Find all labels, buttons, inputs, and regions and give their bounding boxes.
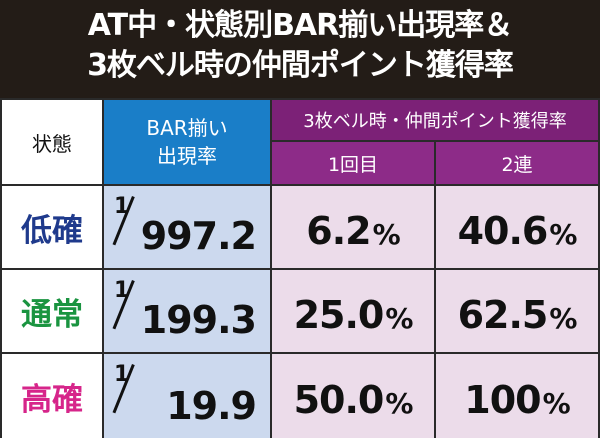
page-title: AT中・状態別BAR揃い出現率＆ 3枚ベル時の仲間ポイント獲得率 xyxy=(0,0,600,94)
state-low: 低確 xyxy=(2,186,102,268)
unit: % xyxy=(542,387,571,420)
unit: % xyxy=(372,218,401,251)
header-state: 状態 xyxy=(2,100,102,184)
unit: % xyxy=(549,218,577,251)
fraction-denominator: 19.9 xyxy=(166,384,257,428)
unit: % xyxy=(385,387,413,420)
fraction-denominator: 997.2 xyxy=(140,214,257,258)
first-rate-normal: 25.0% xyxy=(272,270,434,352)
value: 40.6 xyxy=(457,209,549,253)
value: 6.2 xyxy=(306,209,371,253)
bar-rate-low: 1 997.2 xyxy=(104,186,270,268)
second-rate-normal: 62.5% xyxy=(436,270,598,352)
value: 100 xyxy=(464,378,541,422)
first-rate-low: 6.2% xyxy=(272,186,434,268)
value: 25.0 xyxy=(293,293,385,337)
second-rate-high: 100% xyxy=(436,354,598,438)
header-bar-rate: BAR揃い 出現率 xyxy=(104,100,270,184)
title-line-2: 3枚ベル時の仲間ポイント獲得率 xyxy=(87,48,514,83)
bar-rate-high: 1 19.9 xyxy=(104,354,270,438)
value: 62.5 xyxy=(457,293,549,337)
fraction: 1 997.2 xyxy=(104,186,270,268)
title-line-1: AT中・状態別BAR揃い出現率＆ xyxy=(87,8,514,43)
second-rate-low: 40.6% xyxy=(436,186,598,268)
state-high: 高確 xyxy=(2,354,102,438)
fraction: 1 19.9 xyxy=(104,354,270,438)
probability-table: 状態 BAR揃い 出現率 3枚ベル時・仲間ポイント獲得率 1回目 2連 低確 1… xyxy=(0,98,600,438)
unit: % xyxy=(549,302,577,335)
unit: % xyxy=(385,302,413,335)
fraction-denominator: 199.3 xyxy=(140,298,257,342)
bar-rate-normal: 1 199.3 xyxy=(104,270,270,352)
header-bar-label-2: 出現率 xyxy=(157,144,217,168)
value: 50.0 xyxy=(293,378,385,422)
header-bell-rate: 3枚ベル時・仲間ポイント獲得率 xyxy=(272,100,598,140)
first-rate-high: 50.0% xyxy=(272,354,434,438)
fraction: 1 199.3 xyxy=(104,270,270,352)
header-first: 1回目 xyxy=(272,142,434,184)
state-normal: 通常 xyxy=(2,270,102,352)
header-bar-label-1: BAR揃い xyxy=(146,116,228,140)
header-second: 2連 xyxy=(436,142,598,184)
